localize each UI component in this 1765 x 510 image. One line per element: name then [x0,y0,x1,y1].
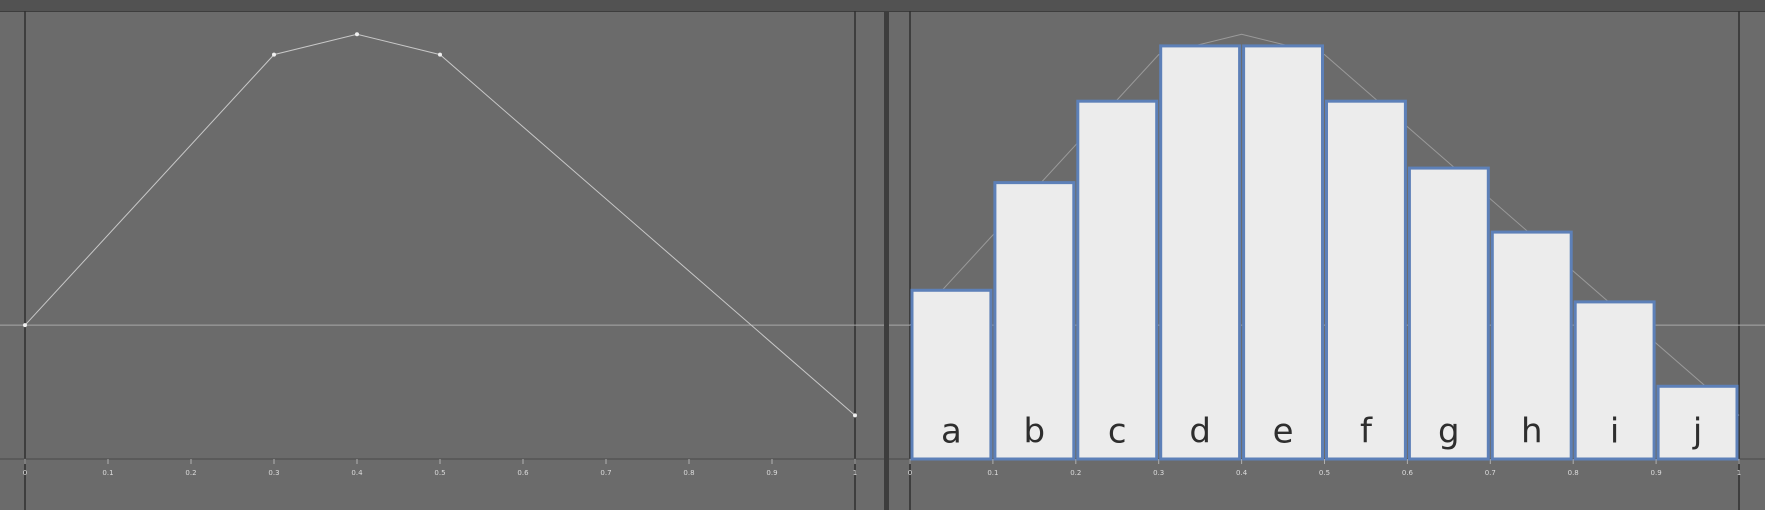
x-tick-label: 0.6 [1402,469,1414,477]
x-tick-label: 0.4 [351,469,363,477]
x-tick-label: 0.5 [1319,469,1330,477]
bar-label: b [1024,412,1046,452]
bar [993,181,1076,461]
bar [1656,384,1739,461]
x-tick-label: 0.9 [766,469,777,477]
bar [1573,300,1656,461]
bar-label: c [1108,412,1127,452]
bar-label: i [1610,412,1619,452]
curve-key [23,323,27,328]
bar [1242,44,1324,461]
bar-label: h [1521,412,1543,452]
x-tick-label: 0.7 [600,469,611,477]
bar-label: g [1438,412,1460,452]
bar [1325,99,1407,461]
bar-label: d [1189,412,1211,452]
bar-label: f [1360,412,1373,452]
x-tick-label: 1 [853,469,857,477]
x-tick-label: 0.4 [1236,469,1248,477]
top-strip [0,0,1765,11]
bar-label: j [1692,412,1702,452]
x-tick-label: 0.3 [1153,469,1164,477]
bar-label: a [941,412,962,452]
bar [910,288,993,461]
curve-key [272,52,276,57]
x-tick-label: 0 [23,469,27,477]
bar [1490,230,1573,461]
x-tick-label: 0.2 [185,469,196,477]
x-tick-label: 0.3 [268,469,279,477]
x-tick-label: 0 [908,469,912,477]
bar [1159,44,1242,461]
x-tick-label: 0.8 [1568,469,1579,477]
bar [1076,99,1159,461]
x-tick-label: 0.1 [987,469,998,477]
curve-key [853,413,857,418]
curve-key [355,32,359,37]
x-tick-label: 0.6 [517,469,529,477]
curve-key [438,52,442,57]
x-tick-label: 1 [1737,469,1741,477]
x-tick-label: 0.8 [683,469,694,477]
bar [1407,166,1490,461]
x-tick-label: 0.5 [434,469,445,477]
left-panel [0,12,884,510]
x-tick-label: 0.2 [1070,469,1081,477]
x-tick-label: 0.9 [1651,469,1662,477]
bar-label: e [1273,412,1294,452]
x-tick-label: 0.1 [102,469,113,477]
x-tick-label: 0.7 [1485,469,1496,477]
